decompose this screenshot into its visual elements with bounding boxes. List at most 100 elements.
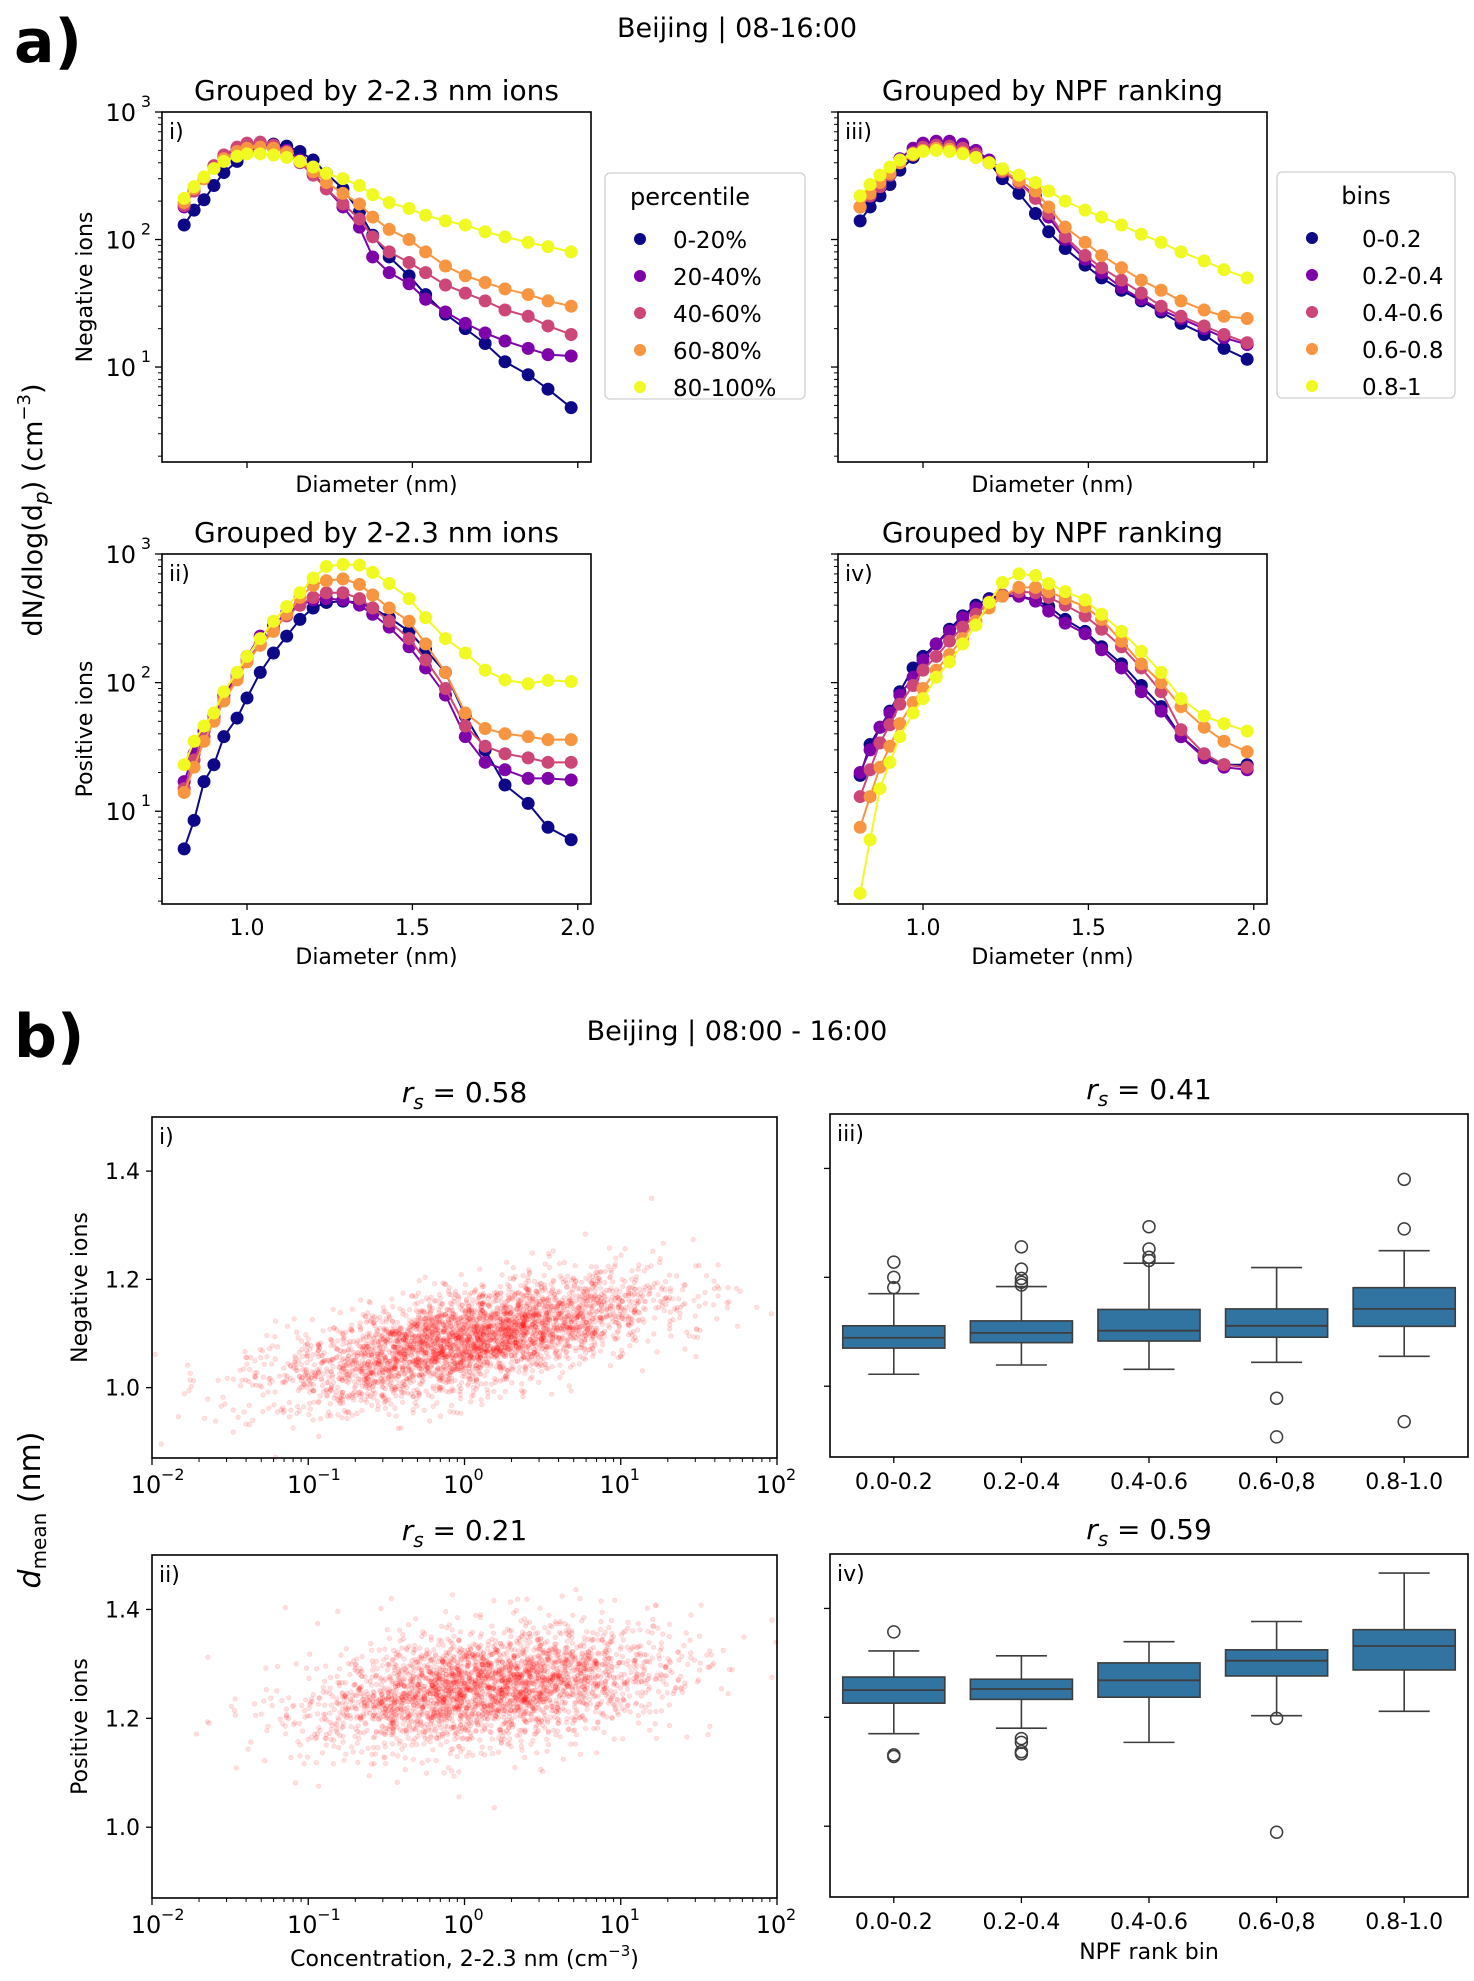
scatter-point	[469, 1302, 475, 1308]
data-point	[187, 203, 201, 217]
scatter-point	[508, 1360, 514, 1366]
scatter-point	[419, 1339, 425, 1345]
scatter-point	[596, 1275, 602, 1281]
scatter-point	[235, 1414, 241, 1420]
scatter-point	[377, 1332, 383, 1338]
scatter-point	[419, 1322, 425, 1328]
y-tick-exponent: 2	[141, 220, 151, 239]
scatter-point	[398, 1425, 404, 1431]
scatter-point	[399, 1393, 405, 1399]
scatter-point	[464, 1356, 470, 1362]
scatter-point	[474, 1317, 480, 1323]
scatter-point	[459, 1337, 465, 1343]
data-point	[217, 154, 231, 168]
data-point	[352, 592, 366, 606]
legend-entry: 20-40%	[673, 265, 762, 291]
scatter-point	[205, 1654, 211, 1660]
scatter-point	[485, 1296, 492, 1302]
scatter-point	[548, 1391, 555, 1397]
x-tick-label: 1.5	[1071, 916, 1106, 941]
scatter-point	[484, 1368, 490, 1374]
scatter-point	[498, 1290, 504, 1296]
data-point	[1042, 225, 1056, 239]
scatter-point	[663, 1301, 669, 1308]
data-point	[419, 245, 433, 259]
data-point	[458, 218, 472, 232]
data-point	[893, 717, 907, 731]
data-point	[230, 149, 244, 163]
scatter-point	[443, 1357, 450, 1363]
scatter-point	[674, 1305, 680, 1311]
scatter-point	[406, 1306, 413, 1313]
scatter-point	[292, 1360, 298, 1366]
scatter-point	[237, 1383, 244, 1389]
data-point	[498, 747, 512, 761]
scatter-point	[323, 1387, 329, 1394]
scatter-point	[358, 1393, 364, 1399]
scatter-point	[445, 1362, 451, 1368]
scatter-point	[666, 1722, 673, 1729]
scatter-point	[442, 1367, 448, 1373]
scatter-point	[648, 1195, 655, 1201]
scatter-point	[615, 1294, 621, 1300]
data-point	[1012, 168, 1026, 182]
data-point	[498, 763, 512, 777]
scatter-point	[473, 1332, 479, 1338]
scatter-point	[563, 1284, 570, 1290]
scatter-point	[592, 1269, 599, 1276]
scatter-point	[288, 1375, 294, 1382]
scatter-point	[433, 1323, 439, 1329]
scatter-point	[230, 1376, 236, 1382]
data-point	[498, 282, 512, 296]
scatter-point	[594, 1309, 600, 1315]
scatter-point	[695, 1293, 701, 1300]
scatter-point	[309, 1317, 316, 1323]
scatter-point	[602, 1268, 609, 1274]
scatter-point	[620, 1306, 626, 1312]
scatter-point	[546, 1301, 552, 1307]
scatter-point	[399, 1325, 405, 1332]
scatter-point	[521, 1388, 528, 1395]
scatter-point	[408, 1338, 414, 1344]
scatter-point	[425, 1345, 431, 1351]
scatter-point	[356, 1380, 362, 1386]
scatter-point	[250, 1417, 256, 1424]
scatter-point	[395, 1425, 401, 1431]
scatter-point	[175, 1414, 181, 1420]
scatter-point	[582, 1324, 588, 1331]
scatter-point	[224, 1375, 230, 1381]
data-point	[177, 842, 191, 856]
scatter-point	[324, 1392, 330, 1399]
scatter-point	[563, 1313, 569, 1320]
scatter-point	[437, 1385, 444, 1391]
scatter-point	[364, 1399, 370, 1405]
scatter-point	[538, 1343, 544, 1349]
data-point	[1095, 622, 1109, 636]
scatter-point	[548, 1306, 554, 1312]
data-point	[402, 614, 416, 628]
scatter-point	[591, 1350, 597, 1356]
box-4	[1352, 1172, 1457, 1429]
data-point	[438, 259, 452, 273]
scatter-point	[364, 1379, 371, 1386]
scatter-point	[521, 1355, 528, 1361]
scatter-point	[572, 1741, 578, 1747]
scatter-point	[711, 1286, 718, 1292]
scatter-point	[290, 1703, 296, 1710]
scatter-point	[444, 1324, 450, 1330]
scatter-point	[463, 1322, 469, 1329]
scatter-point	[546, 1612, 552, 1618]
scatter-point	[310, 1417, 316, 1423]
data-point	[319, 574, 333, 588]
scatter-point	[546, 1339, 552, 1345]
data-point	[1240, 336, 1254, 350]
scatter-point	[493, 1364, 500, 1370]
data-point	[1240, 271, 1254, 285]
scatter-point	[441, 1327, 447, 1333]
scatter-point	[563, 1719, 570, 1725]
scatter-point	[435, 1353, 441, 1360]
scatter-point	[513, 1352, 519, 1358]
data-point	[916, 653, 930, 667]
scatter-point	[411, 1374, 417, 1380]
